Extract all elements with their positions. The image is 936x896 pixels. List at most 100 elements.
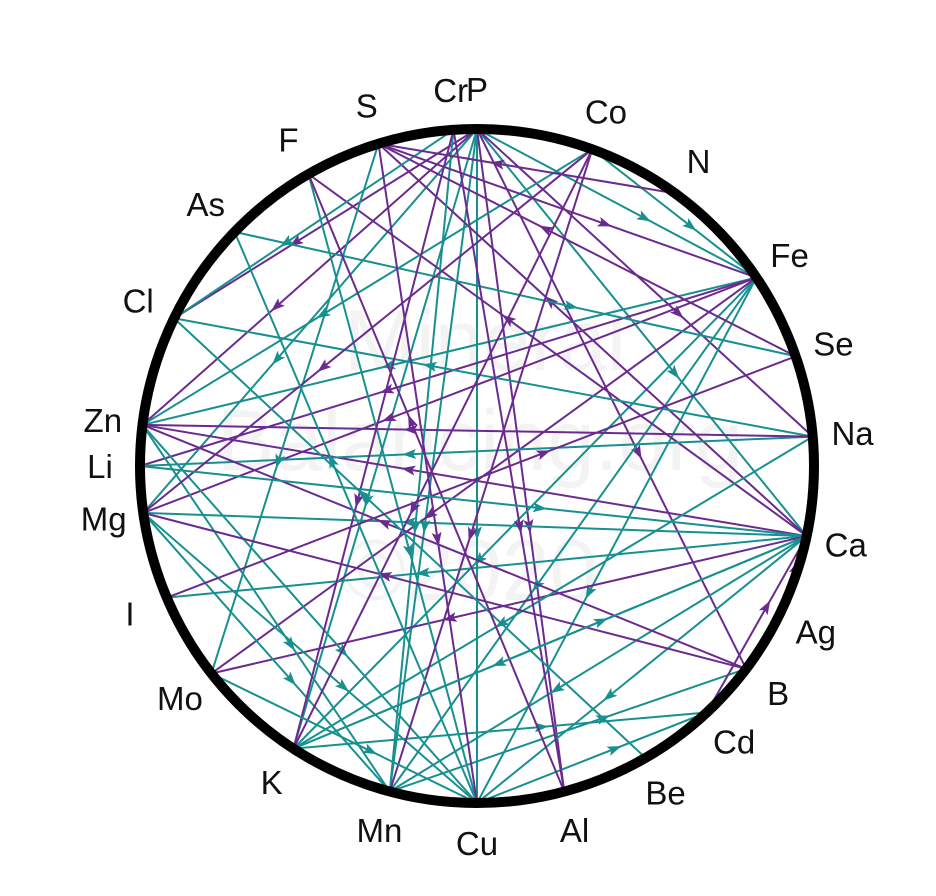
edge-Co-Fe xyxy=(591,148,758,279)
edge-line xyxy=(143,511,747,670)
node-label-Mg: Mg xyxy=(81,500,127,537)
edge-line xyxy=(142,276,757,514)
edge-Ca-Mn xyxy=(389,535,808,793)
arrowhead-icon xyxy=(563,300,579,310)
edge-Co-Zn xyxy=(141,148,593,426)
arrowhead-icon xyxy=(334,678,349,692)
edge-Se-S xyxy=(378,142,797,358)
edge-P-Fe xyxy=(476,128,757,279)
arrowhead-icon xyxy=(636,210,651,222)
arrowhead-icon xyxy=(402,543,413,559)
edge-Co-Mn xyxy=(388,149,594,792)
edge-line xyxy=(166,355,796,599)
arrowhead-icon xyxy=(490,159,505,170)
edge-line xyxy=(142,423,813,438)
edge-line xyxy=(211,672,478,804)
edge-S-Fe xyxy=(378,142,757,279)
edge-line xyxy=(292,129,455,749)
edge-line xyxy=(139,465,807,538)
edge-P-Na xyxy=(476,128,814,438)
edge-Cu-Cd xyxy=(476,711,708,804)
arrowhead-icon xyxy=(532,502,547,513)
edge-line xyxy=(476,128,808,537)
arrowhead-icon xyxy=(535,450,551,461)
node-labels: P Co N Fe Se Na Ca AgB Cd Be Al Cu Mn K Mo I Mg Li Zn Cl As F… xyxy=(81,71,875,862)
edge-line xyxy=(389,667,747,793)
arrowhead-icon xyxy=(513,519,524,534)
edge-line xyxy=(142,276,757,426)
edge-K-Ca xyxy=(293,535,808,750)
arrowhead-icon xyxy=(402,448,417,459)
edge-line xyxy=(389,535,808,793)
arrowhead-icon xyxy=(468,526,478,542)
edge-Co-Mg xyxy=(142,148,593,514)
edge-line xyxy=(307,173,566,792)
edge-Mo-Cu xyxy=(211,672,478,804)
edge-line xyxy=(705,535,808,713)
edge-Ca-I xyxy=(166,535,807,599)
edge-Ca-Cu xyxy=(476,535,808,804)
arrowhead-icon xyxy=(282,671,296,686)
node-label-Cd: Cd xyxy=(713,724,755,761)
node-label-N: N xyxy=(687,143,711,180)
edge-line xyxy=(293,535,808,750)
edge-line xyxy=(476,711,708,804)
outer-ring xyxy=(135,124,819,808)
arrowhead-icon xyxy=(539,225,554,237)
arrowhead-icon xyxy=(362,743,378,755)
arrowhead-icon xyxy=(682,218,697,231)
edge-line xyxy=(142,512,478,804)
edge-B-Mg xyxy=(143,511,747,670)
arrowhead-icon xyxy=(585,584,597,600)
edge-line xyxy=(139,276,757,467)
edge-line xyxy=(476,128,757,279)
edge-line xyxy=(476,128,814,438)
edge-Fe-K xyxy=(292,276,758,750)
edge-Na-K xyxy=(292,435,814,750)
arrowhead-icon xyxy=(502,314,517,328)
edge-line xyxy=(378,142,757,279)
edge-line xyxy=(173,317,647,759)
arrowhead-icon xyxy=(408,414,419,430)
edge-line xyxy=(476,277,758,804)
arrowhead-icon xyxy=(328,453,339,469)
edge-line xyxy=(173,128,455,320)
edge-line xyxy=(166,535,807,599)
edge-Cr-Al xyxy=(452,129,566,792)
edge-line xyxy=(141,424,391,793)
arrowhead-icon xyxy=(669,305,684,319)
edge-line xyxy=(141,424,478,804)
arrowhead-icon xyxy=(666,364,680,379)
edge-line xyxy=(476,535,808,804)
edge-Fe-Cu xyxy=(476,277,758,804)
edge-Fe-Mg xyxy=(142,276,757,514)
arrowhead-icon xyxy=(401,465,416,476)
node-label-I: I xyxy=(125,595,134,632)
edge-line xyxy=(292,128,478,749)
node-label-Co: Co xyxy=(585,94,627,131)
edge-Zn-Cu xyxy=(141,424,478,804)
edge-S-Cu xyxy=(377,143,478,804)
edge-line xyxy=(142,148,593,514)
arrowhead-icon xyxy=(377,572,393,582)
edge-line xyxy=(141,128,478,426)
node-label-Se: Se xyxy=(813,325,853,362)
arrowhead-icon xyxy=(606,746,622,756)
edge-line xyxy=(292,435,814,750)
edge-line xyxy=(293,711,707,750)
edge-line xyxy=(141,148,593,426)
node-label-Zn: Zn xyxy=(84,402,123,439)
arrowhead-icon xyxy=(334,643,348,658)
edge-line xyxy=(292,148,594,750)
arrowhead-icon xyxy=(357,489,372,503)
edge-Mg-Cu xyxy=(142,512,478,804)
edge-P-Cl xyxy=(173,128,478,320)
edge-line xyxy=(211,535,807,675)
arrowhead-icon xyxy=(423,506,439,520)
edge-line xyxy=(377,143,478,804)
edge-line xyxy=(173,128,478,320)
node-label-Cu: Cu xyxy=(456,825,498,862)
arrowhead-icon xyxy=(603,687,618,701)
